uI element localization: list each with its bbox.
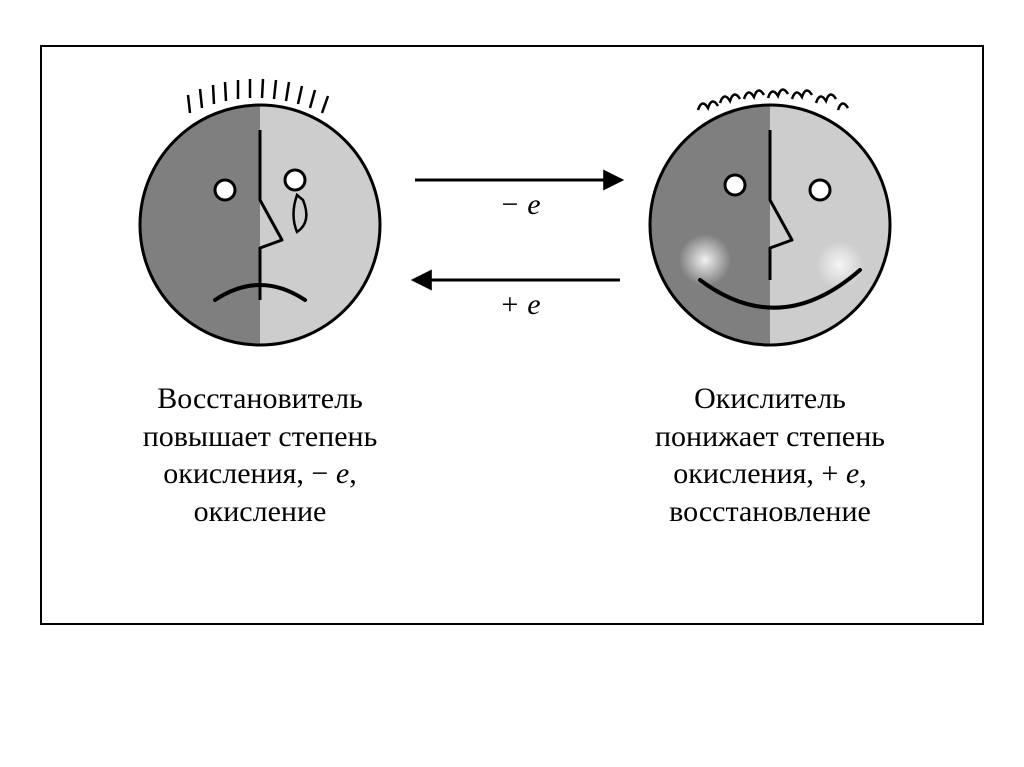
- caption-left: Восстановитель повышает степень окислени…: [90, 380, 430, 530]
- arrow-label-top: − e: [460, 188, 580, 222]
- caption-left-line3: окисления, − е,: [90, 455, 430, 493]
- caption-right-line1: Окислитель: [600, 380, 940, 418]
- caption-right-line3: окисления, + е,: [600, 455, 940, 493]
- arrow-label-bottom: + e: [460, 288, 580, 322]
- arrow-label-bottom-text: + e: [499, 288, 540, 321]
- caption-left-line4: окисление: [90, 493, 430, 531]
- caption-left-line2: повышает степень: [90, 418, 430, 456]
- arrow-label-top-text: − e: [499, 188, 540, 221]
- caption-left-line1: Восстановитель: [90, 380, 430, 418]
- caption-right-line4: восстановление: [600, 493, 940, 531]
- caption-right-line2: понижает степень: [600, 418, 940, 456]
- caption-right: Окислитель понижает степень окисления, +…: [600, 380, 940, 530]
- page: − e + e Восстановитель повышает степень …: [0, 0, 1024, 767]
